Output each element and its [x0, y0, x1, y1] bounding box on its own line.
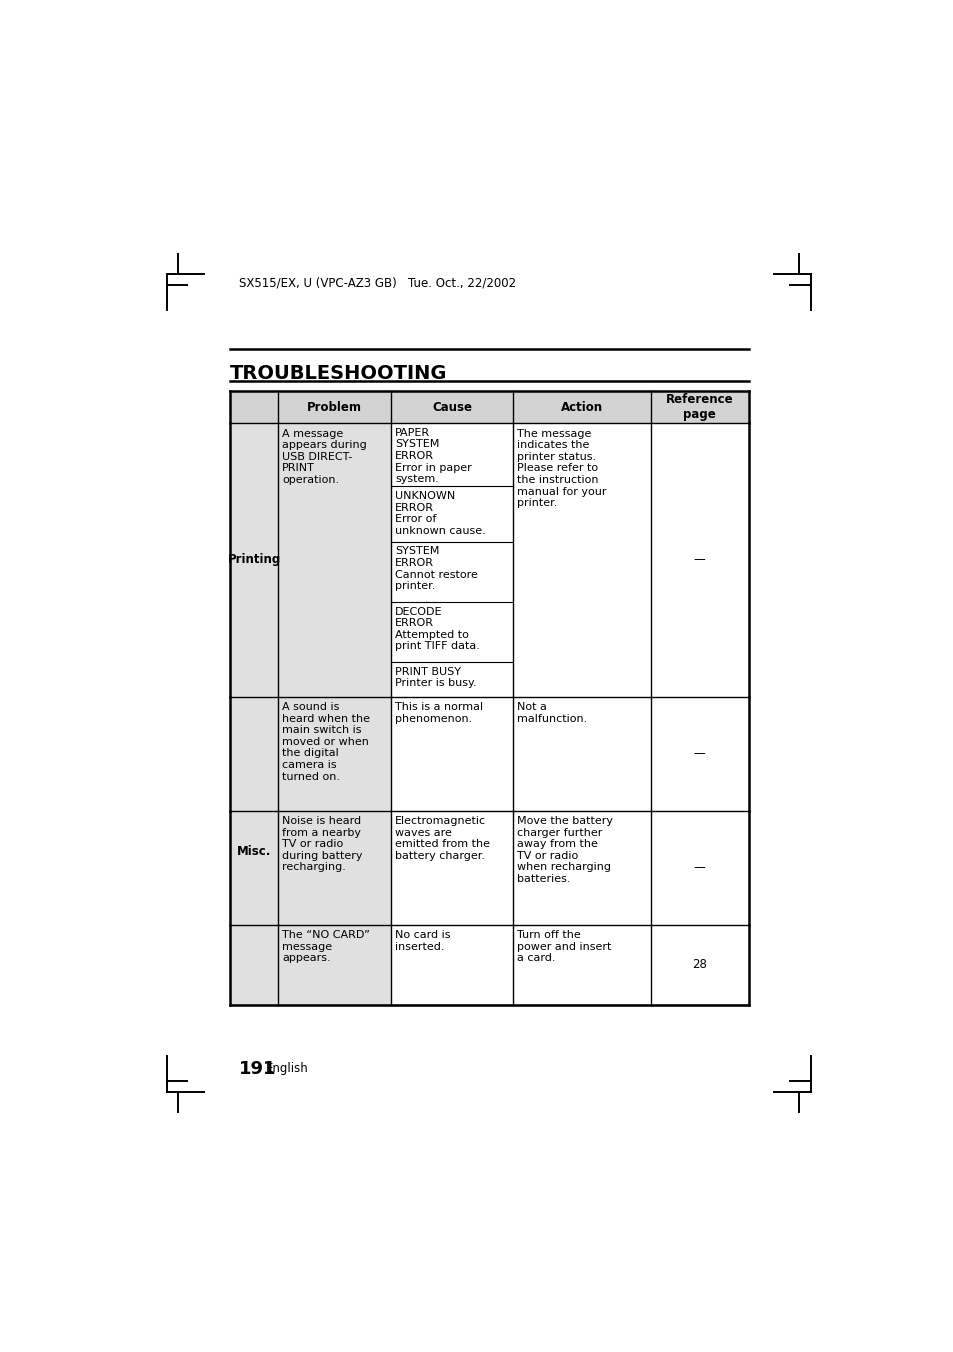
- Text: Move the battery
charger further
away from the
TV or radio
when recharging
batte: Move the battery charger further away fr…: [517, 817, 613, 884]
- Text: PRINT BUSY
Printer is busy.: PRINT BUSY Printer is busy.: [395, 667, 476, 688]
- Bar: [391, 925, 748, 1006]
- Text: —: —: [693, 553, 704, 566]
- Text: No card is
inserted.: No card is inserted.: [395, 930, 450, 952]
- Text: Turn off the
power and insert
a card.: Turn off the power and insert a card.: [517, 930, 611, 963]
- Text: Reference
page: Reference page: [665, 393, 733, 420]
- Bar: [230, 391, 748, 423]
- Text: 28: 28: [691, 959, 706, 972]
- Bar: [230, 925, 391, 1006]
- Text: TROUBLESHOOTING: TROUBLESHOOTING: [230, 364, 447, 383]
- Text: Electromagnetic
waves are
emitted from the
battery charger.: Electromagnetic waves are emitted from t…: [395, 817, 490, 861]
- Text: Printing: Printing: [228, 553, 280, 566]
- Text: SYSTEM
ERROR
Cannot restore
printer.: SYSTEM ERROR Cannot restore printer.: [395, 546, 477, 591]
- Text: Misc.: Misc.: [236, 845, 271, 857]
- Bar: [230, 423, 391, 696]
- Text: A sound is
heard when the
main switch is
moved or when
the digital
camera is
tur: A sound is heard when the main switch is…: [282, 702, 370, 781]
- Bar: [391, 811, 748, 925]
- Text: 191: 191: [239, 1060, 276, 1078]
- Text: SX515/EX, U (VPC-AZ3 GB)   Tue. Oct., 22/2002: SX515/EX, U (VPC-AZ3 GB) Tue. Oct., 22/2…: [239, 277, 516, 289]
- Bar: [391, 423, 748, 696]
- Text: Noise is heard
from a nearby
TV or radio
during battery
recharging.: Noise is heard from a nearby TV or radio…: [282, 817, 362, 872]
- Text: Action: Action: [560, 400, 602, 414]
- Bar: [230, 696, 391, 811]
- Text: UNKNOWN
ERROR
Error of
unknown cause.: UNKNOWN ERROR Error of unknown cause.: [395, 491, 485, 535]
- Text: Problem: Problem: [307, 400, 362, 414]
- Text: The message
indicates the
printer status.
Please refer to
the instruction
manual: The message indicates the printer status…: [517, 429, 606, 508]
- Bar: [391, 696, 748, 811]
- Text: DECODE
ERROR
Attempted to
print TIFF data.: DECODE ERROR Attempted to print TIFF dat…: [395, 607, 479, 652]
- Text: A message
appears during
USB DIRECT-
PRINT
operation.: A message appears during USB DIRECT- PRI…: [282, 429, 367, 485]
- Text: —: —: [693, 861, 704, 873]
- Text: English: English: [266, 1063, 308, 1075]
- Text: This is a normal
phenomenon.: This is a normal phenomenon.: [395, 702, 483, 723]
- Text: Cause: Cause: [432, 400, 472, 414]
- Text: —: —: [693, 748, 704, 760]
- Bar: [230, 811, 391, 925]
- Text: Not a
malfunction.: Not a malfunction.: [517, 702, 587, 723]
- Text: The “NO CARD”
message
appears.: The “NO CARD” message appears.: [282, 930, 370, 963]
- Text: PAPER
SYSTEM
ERROR
Error in paper
system.: PAPER SYSTEM ERROR Error in paper system…: [395, 427, 472, 484]
